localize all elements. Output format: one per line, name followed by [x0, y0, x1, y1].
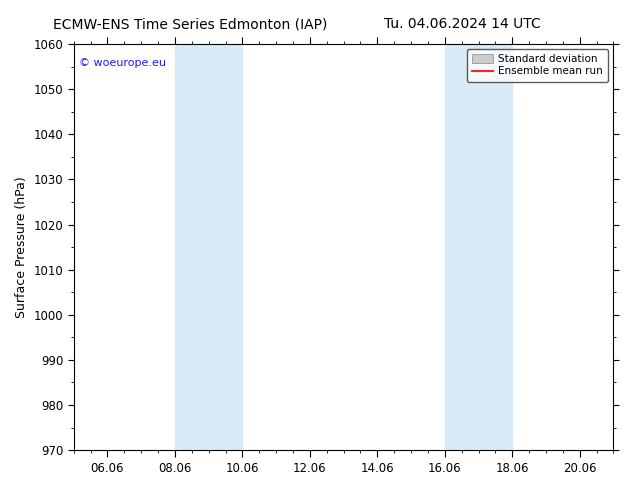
Legend: Standard deviation, Ensemble mean run: Standard deviation, Ensemble mean run: [467, 49, 608, 82]
Text: © woeurope.eu: © woeurope.eu: [79, 58, 166, 68]
Y-axis label: Surface Pressure (hPa): Surface Pressure (hPa): [15, 176, 28, 318]
Text: Tu. 04.06.2024 14 UTC: Tu. 04.06.2024 14 UTC: [384, 17, 541, 31]
Text: ECMW-ENS Time Series Edmonton (IAP): ECMW-ENS Time Series Edmonton (IAP): [53, 17, 327, 31]
Bar: [175, 44, 242, 450]
Bar: [445, 44, 512, 450]
